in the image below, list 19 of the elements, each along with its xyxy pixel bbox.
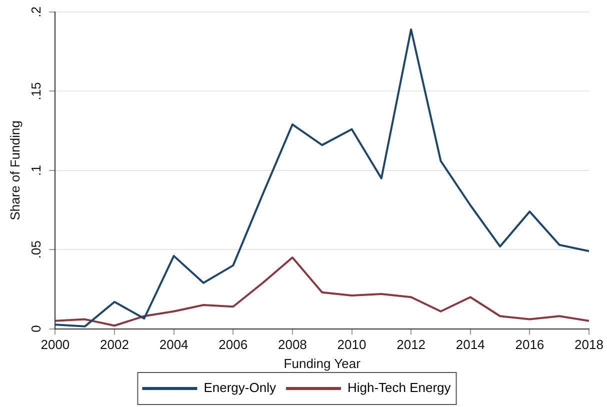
legend-label: High-Tech Energy (347, 380, 452, 396)
x-axis-title: Funding Year (284, 356, 362, 371)
x-tick-label: 2000 (40, 337, 70, 352)
legend-label: Energy-Only (204, 380, 276, 396)
x-tick-label: 2014 (456, 337, 485, 352)
x-tick-label: 2006 (218, 337, 248, 352)
x-tick-label: 2004 (159, 337, 188, 352)
x-tick-label: 2002 (100, 337, 129, 352)
y-tick-label: .1 (28, 164, 44, 176)
x-tick-label: 2010 (337, 337, 366, 352)
x-tick-label: 2012 (396, 337, 426, 352)
x-tick-label: 2008 (278, 337, 307, 352)
x-tick-label: 2016 (515, 337, 544, 352)
y-tick-label: .2 (28, 6, 44, 18)
y-tick-label: .05 (28, 240, 44, 259)
y-axis-title: Share of Funding (7, 120, 22, 220)
x-tick-label: 2018 (574, 337, 604, 352)
y-tick-label: .15 (28, 82, 44, 100)
y-tick-label: 0 (28, 325, 44, 332)
